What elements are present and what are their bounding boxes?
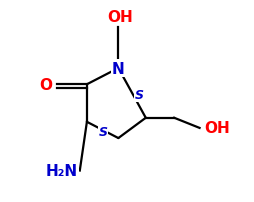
Text: S: S (98, 126, 107, 139)
Text: OH: OH (107, 10, 133, 25)
Text: N: N (112, 61, 124, 76)
Text: H₂N: H₂N (45, 163, 77, 178)
Text: S: S (135, 88, 144, 101)
Text: OH: OH (204, 121, 229, 136)
Text: O: O (39, 77, 52, 92)
